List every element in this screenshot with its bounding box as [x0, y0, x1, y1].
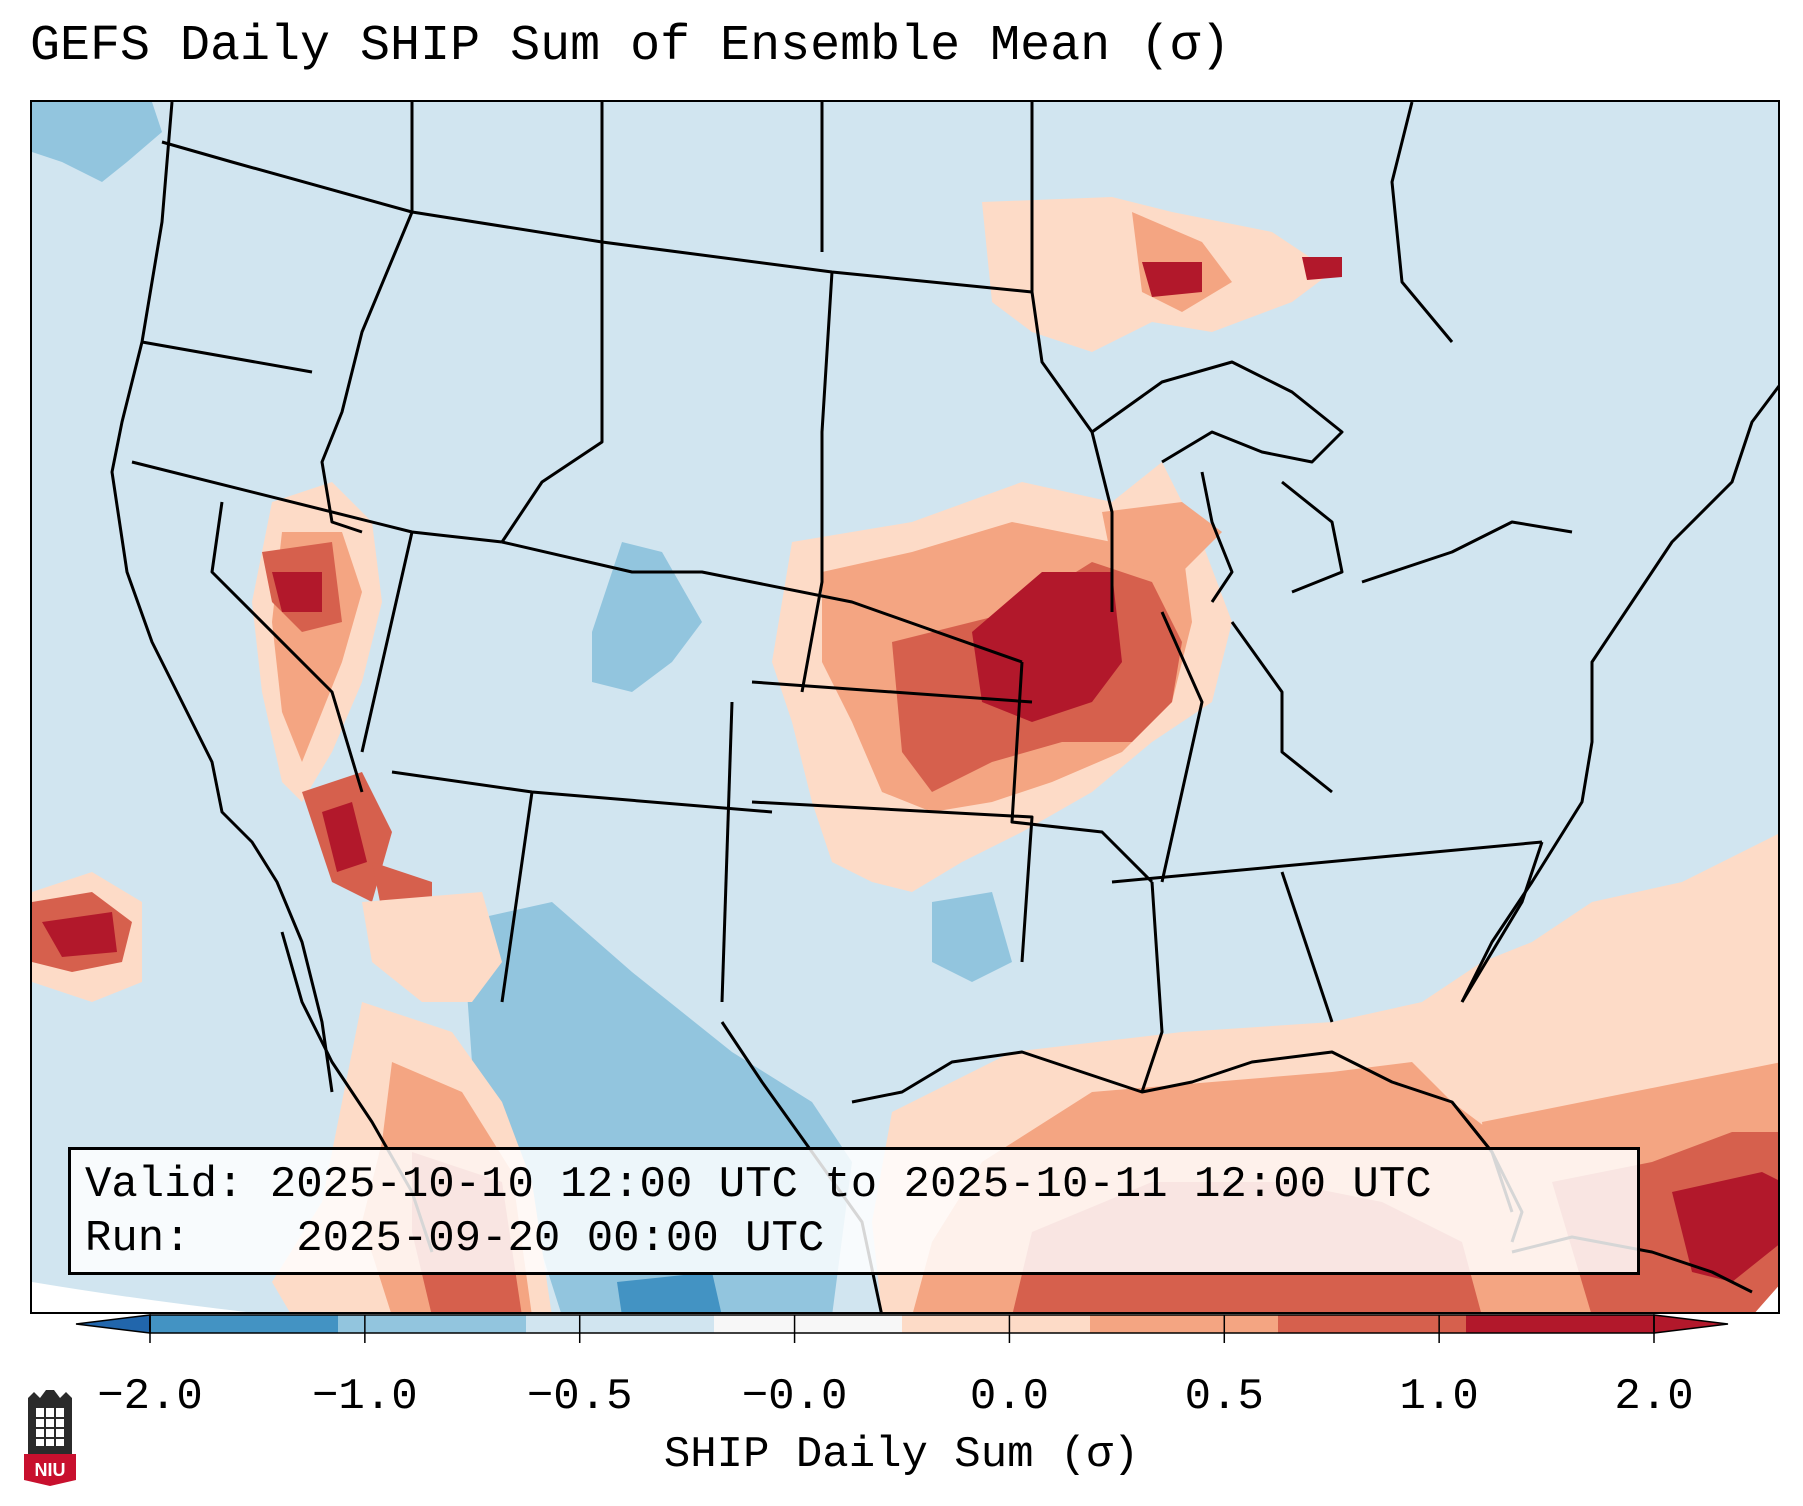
- oh-border: [1230, 621, 1333, 794]
- michigan-positive: [1102, 502, 1222, 572]
- logo-text: NIU: [35, 1460, 66, 1480]
- colorbar-tick-label: −0.0: [741, 1372, 848, 1422]
- sc-ga-border: [1460, 841, 1544, 1003]
- colorbar-segment: [714, 1315, 903, 1333]
- map-panel[interactable]: Valid: 2025-10-10 12:00 UTC to 2025-10-1…: [30, 100, 1780, 1314]
- al-ga-border: [1280, 871, 1334, 1023]
- lake-erie-ontario: [1361, 520, 1573, 584]
- atlantic-coastline: [1460, 384, 1778, 1003]
- valid-time: 2025-10-10 12:00 UTC to 2025-10-11 12:00…: [269, 1160, 1432, 1210]
- mo-border: [1010, 661, 1154, 884]
- colorbar-tick-label: 1.0: [1399, 1372, 1479, 1422]
- id-border: [320, 211, 414, 534]
- colorbar-segment: [150, 1315, 339, 1333]
- lake-huron: [1281, 480, 1344, 594]
- border-49th: [161, 140, 1033, 294]
- deep-negative-anomaly: [617, 1272, 722, 1312]
- pacific-coastline: [110, 102, 334, 1093]
- az-nm-border: [500, 791, 534, 1003]
- colorado-negative-anomaly: [592, 542, 702, 692]
- colorbar-segment: [1090, 1315, 1279, 1333]
- ms-al-border: [1140, 881, 1164, 1093]
- louisiana-negative-anomaly: [932, 892, 1012, 982]
- arizona-positive-core: [322, 802, 367, 872]
- colorbar-ticks: [149, 1315, 1655, 1343]
- valid-label: Valid:: [85, 1160, 244, 1210]
- nm-tx-border: [720, 701, 734, 1003]
- sonora-positive: [362, 892, 502, 1002]
- run-label: Run:: [85, 1214, 191, 1264]
- colorbar-segment: [1278, 1315, 1467, 1333]
- lake-michigan: [1200, 471, 1234, 603]
- map-title: GEFS Daily SHIP Sum of Ensemble Mean (σ): [30, 18, 1231, 75]
- nd-mn-border: [800, 271, 834, 693]
- colorbar-segment: [526, 1315, 715, 1333]
- nv-ut-border: [360, 531, 414, 753]
- wa-or-border: [141, 340, 313, 374]
- run-time: 2025-09-20 00:00 UTC: [296, 1214, 825, 1264]
- tn-border: [1111, 840, 1543, 884]
- colorbar-tick-label: −0.5: [526, 1372, 633, 1422]
- valid-run-info-box: Valid: 2025-10-10 12:00 UTC to 2025-10-1…: [68, 1147, 1640, 1275]
- colorbar-segment: [902, 1315, 1091, 1333]
- ok-border: [751, 800, 1034, 963]
- colorbar-tick-label: 0.0: [969, 1372, 1050, 1422]
- colorbar-tick-label: 0.5: [1184, 1372, 1264, 1422]
- colorbar-tick-label: −1.0: [312, 1372, 418, 1422]
- mt-wy-border: [500, 242, 604, 543]
- ca-nv-border: [210, 501, 364, 793]
- ontario-positive-core-2: [1302, 257, 1342, 280]
- colorbar-segments: [150, 1315, 1655, 1333]
- pacific-positive-core: [42, 912, 117, 957]
- colorbar-segment: [1466, 1315, 1655, 1333]
- colorbar-tick-label: 2.0: [1614, 1372, 1694, 1422]
- caribbean-positive-core: [1672, 1172, 1778, 1282]
- colorbar-segment: [338, 1315, 527, 1333]
- map-canvas: [32, 102, 1778, 1312]
- colorbar-label: SHIP Daily Sum (σ): [663, 1430, 1140, 1480]
- basin-positive-core: [272, 572, 322, 612]
- colorbar-over-triangle: [1653, 1314, 1729, 1334]
- state-boundaries: [110, 102, 1778, 1312]
- ontario-positive-core: [1142, 262, 1202, 297]
- ks-ne-border: [751, 680, 1033, 704]
- projection-edge: [32, 1282, 247, 1312]
- midwest-positive-core: [972, 572, 1122, 722]
- colorbar: [75, 1314, 1729, 1343]
- il-in-border: [1160, 611, 1204, 883]
- colorbar-tick-label: −2.0: [97, 1372, 203, 1422]
- quebec-border: [1390, 102, 1454, 343]
- colorbar-under-triangle: [75, 1314, 151, 1334]
- lake-superior: [1091, 360, 1344, 464]
- nw-negative-anomaly: [32, 102, 162, 182]
- niu-logo: NIU: [24, 1390, 76, 1486]
- mid-latitude-border: [501, 540, 1023, 664]
- projection-edge-right: [1755, 1286, 1778, 1312]
